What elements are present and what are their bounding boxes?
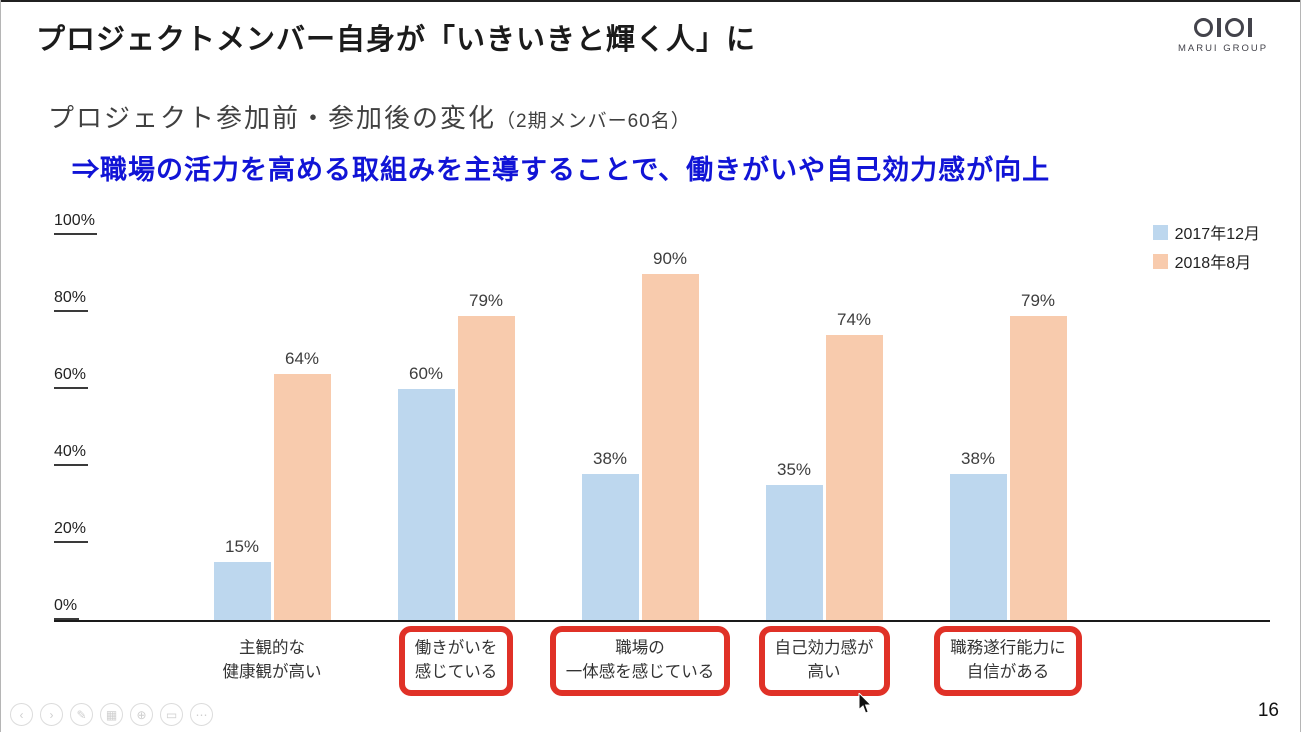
subtitle-main: プロジェクト参加前・参加後の変化 — [48, 103, 497, 133]
y-axis-label: 60% — [54, 365, 89, 389]
previous-slide-button[interactable]: ‹ — [10, 703, 33, 726]
mouse-cursor — [858, 691, 873, 719]
y-axis: 100% 80% 60% 40% 20% 0% — [40, 212, 160, 635]
category-label-highlighted: 自己効力感が 高い — [758, 626, 890, 696]
bar-group: 38% 79% — [916, 215, 1100, 620]
bar — [273, 373, 331, 620]
bar-group: 15% 64% — [180, 215, 364, 620]
y-axis-label: 40% — [54, 442, 89, 466]
page-number: 16 — [1257, 700, 1279, 721]
bar — [581, 473, 639, 620]
y-axis-label: 80% — [54, 288, 89, 312]
category-slot: 主観的な 健康観が高い — [180, 626, 364, 696]
bar-with-label: 38% — [949, 448, 1007, 620]
y-axis-label: 100% — [54, 211, 97, 235]
bar-with-label: 74% — [825, 310, 883, 620]
category-labels: 主観的な 健康観が高い 働きがいを 感じている 職場の 一体感を感じている 自己効力感が 高い… — [180, 626, 1100, 696]
bar-groups: 15% 64% 60% 79% 38% 90% 35% 74% 38% 79% — [180, 215, 1100, 620]
category-slot: 自己効力感が 高い — [732, 626, 916, 696]
legend-label: 2017年12月 — [1174, 226, 1260, 243]
callout-text: ⇒職場の活力を高める取組みを主導することで、働きがいや自己効力感が向上 — [72, 155, 1051, 185]
oioi-logo-icon — [1173, 14, 1273, 40]
logo-brand-text: MARUI GROUP — [1177, 43, 1269, 54]
marui-group-logo: MARUI GROUP — [1173, 14, 1273, 54]
category-label-highlighted: 職務遂行能力に 自信がある — [934, 626, 1082, 696]
bar-with-label: 60% — [397, 364, 455, 620]
bar-value-label: 38% — [592, 448, 628, 468]
bar-value-label: 64% — [284, 348, 320, 368]
bar — [641, 273, 699, 620]
next-slide-button[interactable]: › — [40, 703, 63, 726]
y-axis-label: 20% — [54, 519, 89, 543]
chart: 100% 80% 60% 40% 20% 0% 15% 64% 60% 79% 38% 90% 35%… — [40, 212, 1270, 710]
bar-with-label: 15% — [213, 537, 271, 620]
slide-title: プロジェクトメンバー自身が「いきいきと輝く人」に — [36, 24, 757, 56]
bar-value-label: 15% — [224, 537, 260, 557]
more-options-button[interactable]: ⋯ — [190, 703, 213, 726]
bar-with-label: 64% — [273, 348, 331, 620]
bar-value-label: 35% — [776, 460, 812, 480]
bar-with-label: 38% — [581, 448, 639, 620]
category-label: 主観的な 健康観が高い — [222, 639, 322, 681]
bar — [765, 485, 823, 620]
category-slot: 働きがいを 感じている — [364, 626, 548, 696]
window-top-edge — [0, 0, 1301, 2]
bar-value-label: 74% — [836, 310, 872, 330]
bar — [213, 562, 271, 620]
bar-with-label: 79% — [457, 290, 515, 620]
bar-with-label: 35% — [765, 460, 823, 620]
y-axis-label: 0% — [54, 596, 80, 620]
legend-swatch — [1152, 224, 1168, 240]
bar-value-label: 79% — [1020, 290, 1056, 310]
category-label-highlighted: 働きがいを 感じている — [398, 626, 514, 696]
captions-button[interactable]: ▭ — [160, 703, 183, 726]
chart-subtitle: プロジェクト参加前・参加後の変化（2期メンバー60名） — [48, 98, 691, 135]
bar-value-label: 38% — [960, 448, 996, 468]
bar-value-label: 79% — [468, 290, 504, 310]
bar-value-label: 60% — [408, 364, 444, 383]
category-slot: 職場の 一体感を感じている — [548, 626, 732, 696]
presentation-toolbar: ‹ › ✎ ▦ ⊕ ▭ ⋯ — [10, 703, 213, 726]
category-slot: 職務遂行能力に 自信がある — [916, 626, 1100, 696]
window-left-edge — [0, 0, 1, 732]
legend-item: 2018年8月 — [1152, 249, 1260, 273]
pen-button[interactable]: ✎ — [70, 703, 93, 726]
bar-group: 38% 90% — [548, 215, 732, 620]
bar-with-label: 79% — [1009, 290, 1067, 620]
bar-group: 60% 79% — [364, 215, 548, 620]
x-axis-line — [54, 620, 1270, 622]
legend-label: 2018年8月 — [1174, 255, 1252, 272]
bar — [457, 315, 515, 620]
category-label-highlighted: 職場の 一体感を感じている — [549, 626, 731, 696]
bar — [825, 335, 883, 620]
legend-swatch — [1152, 253, 1168, 269]
bar — [1009, 315, 1067, 620]
bar — [949, 473, 1007, 620]
zoom-button[interactable]: ⊕ — [130, 703, 153, 726]
legend-item: 2017年12月 — [1152, 220, 1260, 244]
chart-legend: 2017年12月 2018年8月 — [1152, 220, 1260, 273]
bar — [397, 389, 455, 620]
bar-group: 35% 74% — [732, 215, 916, 620]
bar-with-label: 90% — [641, 248, 699, 620]
see-all-slides-button[interactable]: ▦ — [100, 703, 123, 726]
bar-value-label: 90% — [652, 248, 688, 268]
subtitle-note: （2期メンバー60名） — [496, 111, 691, 132]
